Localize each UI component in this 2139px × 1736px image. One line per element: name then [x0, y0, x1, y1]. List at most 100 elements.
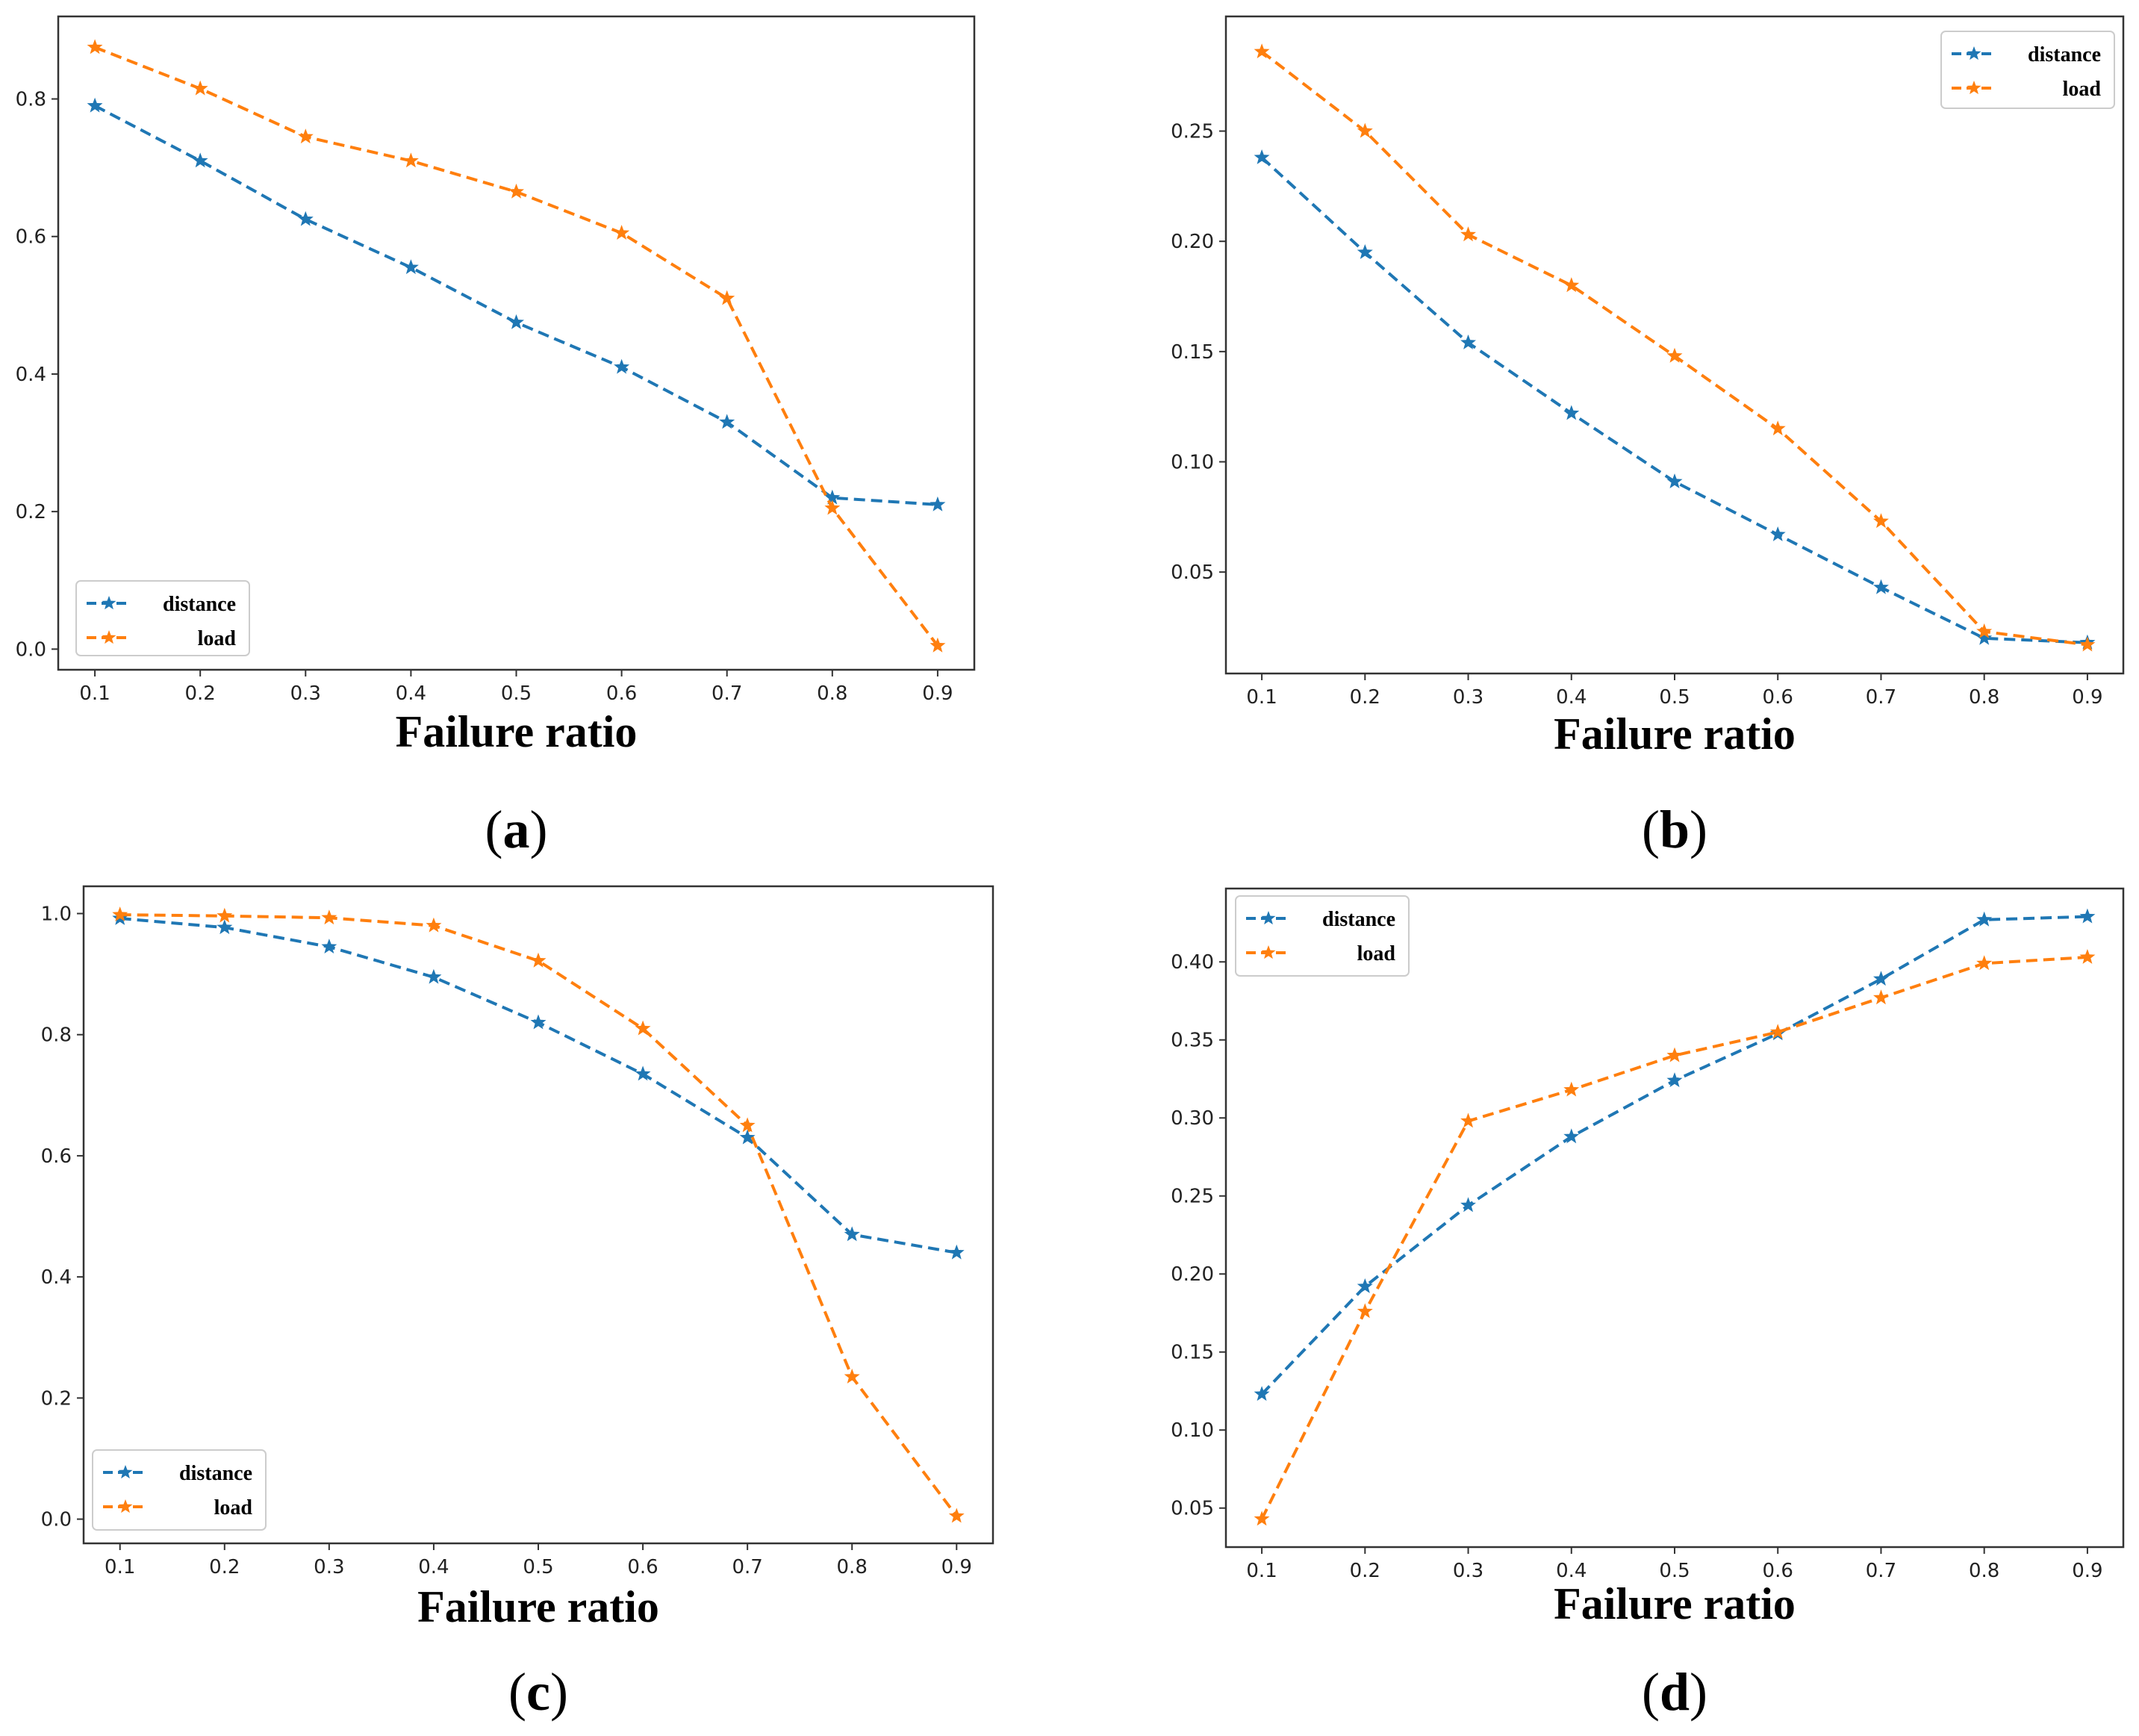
x-tick-label: 0.7 — [1866, 686, 1896, 709]
x-tick-label: 0.5 — [1659, 686, 1690, 709]
panel-caption: (d) — [1642, 1662, 1707, 1722]
data-point-distance — [508, 314, 524, 329]
data-point-distance — [824, 489, 841, 505]
data-point-distance — [1769, 526, 1786, 541]
panel-caption: (a) — [485, 800, 548, 859]
data-point-load — [1976, 955, 1993, 971]
y-tick-label: 0.10 — [1171, 1419, 1214, 1442]
data-point-distance — [1976, 911, 1993, 927]
y-tick-label: 0.05 — [1171, 1498, 1214, 1520]
legend-label-distance: distance — [2028, 43, 2101, 66]
data-point-load — [297, 128, 314, 144]
data-point-distance — [719, 414, 735, 429]
legend-marker-distance — [102, 596, 116, 610]
y-tick-label: 0.30 — [1171, 1107, 1214, 1130]
y-tick-label: 0.20 — [1171, 231, 1214, 253]
x-tick-label: 0.6 — [606, 682, 637, 705]
caption-paren-open: ( — [1642, 800, 1660, 859]
caption-paren-open: ( — [485, 800, 503, 859]
data-point-distance — [1873, 579, 1889, 594]
y-tick-label: 0.8 — [41, 1024, 72, 1047]
x-tick-label: 0.8 — [1969, 686, 1999, 709]
x-tick-label: 0.9 — [2072, 1560, 2102, 1582]
x-tick-label: 0.1 — [1246, 1560, 1277, 1582]
data-point-load — [844, 1369, 860, 1384]
data-point-load — [1254, 43, 1270, 59]
data-point-load — [1563, 277, 1580, 293]
caption-letter: d — [1660, 1662, 1690, 1722]
data-point-load — [112, 906, 128, 921]
caption-paren-close: ) — [1690, 800, 1707, 859]
caption-paren-open: ( — [1642, 1662, 1660, 1722]
data-point-distance — [297, 211, 314, 226]
chart-panel-c: 0.1 0.2 0.3 0.4 0.5 0.6 0.7 0.8 0.9 0.0 0.2 0.4 0.6 0… — [41, 885, 994, 1722]
data-point-distance — [614, 358, 630, 374]
data-point-load — [1666, 347, 1683, 363]
y-tick-label: 0.4 — [16, 364, 46, 386]
data-point-load — [614, 225, 630, 240]
data-point-load — [1873, 989, 1889, 1005]
data-point-load — [2079, 949, 2096, 964]
data-point-distance — [1357, 244, 1373, 259]
x-tick-label: 0.2 — [1350, 1560, 1380, 1582]
legend-label-load: load — [214, 1496, 253, 1519]
data-point-load — [948, 1508, 965, 1523]
legend-marker-distance — [1967, 46, 1981, 60]
data-point-distance — [1666, 1072, 1683, 1087]
y-tick-label: 0.0 — [16, 638, 46, 661]
y-tick-label: 0.35 — [1171, 1030, 1214, 1052]
y-tick-label: 0.10 — [1171, 452, 1214, 474]
x-tick-label: 0.3 — [290, 682, 321, 705]
data-point-distance — [930, 496, 946, 511]
data-point-distance — [402, 259, 419, 275]
data-point-load — [1666, 1047, 1683, 1063]
x-tick-label: 0.8 — [817, 682, 847, 705]
x-axis-label: Failure ratio — [417, 1582, 659, 1631]
series-line-load — [1260, 956, 2088, 1520]
x-tick-label: 0.1 — [1246, 686, 1277, 709]
data-point-load — [1769, 1024, 1786, 1039]
x-tick-label: 0.1 — [105, 1556, 135, 1578]
y-tick-label: 0.0 — [41, 1509, 72, 1531]
data-point-load — [824, 500, 841, 515]
data-point-load — [217, 907, 233, 923]
x-tick-label: 0.2 — [185, 682, 216, 705]
plot-frame — [57, 15, 976, 671]
data-point-load — [635, 1020, 651, 1036]
x-tick-label: 0.3 — [1453, 686, 1483, 709]
x-tick-label: 0.6 — [1763, 686, 1793, 709]
data-point-distance — [192, 152, 208, 168]
legend: distance load — [1235, 895, 1410, 977]
data-point-distance — [1254, 149, 1270, 164]
legend: distance load — [75, 580, 250, 656]
legend-label-load: load — [1357, 942, 1396, 965]
x-tick-label: 0.9 — [2072, 686, 2102, 709]
data-point-distance — [1254, 1386, 1270, 1401]
caption-letter: c — [526, 1662, 550, 1722]
data-point-distance — [1460, 335, 1476, 349]
data-point-distance — [1976, 629, 1993, 645]
data-point-load — [1254, 1511, 1270, 1526]
x-tick-label: 0.4 — [418, 1556, 449, 1578]
x-tick-label: 0.7 — [1866, 1560, 1896, 1582]
data-point-load — [1460, 1113, 1476, 1128]
data-point-distance — [217, 919, 233, 935]
caption-paren-open: ( — [508, 1662, 526, 1722]
x-tick-label: 0.6 — [627, 1556, 658, 1578]
legend-label-load: load — [198, 627, 237, 650]
data-point-load — [192, 80, 208, 96]
data-point-distance — [1357, 1278, 1373, 1293]
plot-frame — [1224, 15, 2125, 675]
y-tick-label: 0.25 — [1171, 121, 1214, 143]
legend-label-distance: distance — [163, 593, 236, 616]
y-tick-label: 0.40 — [1171, 951, 1214, 974]
caption-letter: a — [503, 800, 530, 859]
data-point-load — [426, 917, 442, 933]
x-tick-label: 0.6 — [1763, 1560, 1793, 1582]
x-tick-label: 0.8 — [837, 1556, 868, 1578]
data-point-distance — [321, 939, 337, 953]
data-point-load — [719, 290, 735, 305]
data-point-load — [1357, 122, 1373, 138]
legend-label-distance: distance — [1322, 908, 1395, 931]
